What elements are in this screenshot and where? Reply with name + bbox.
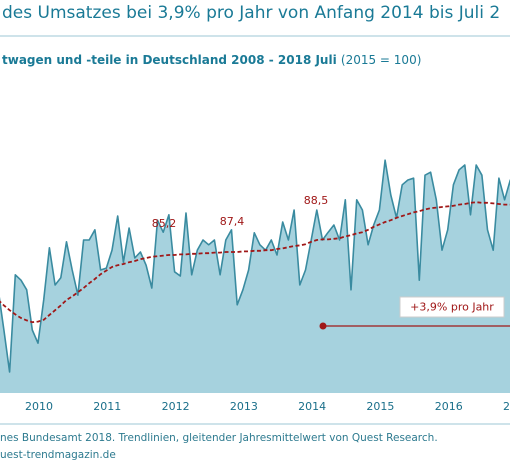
x-tick-label: 2013 [230,400,258,413]
data-line [0,159,510,373]
x-tick-label: 2010 [25,400,53,413]
x-tick-label: 2011 [93,400,121,413]
footer-url: uest-trendmagazin.de [0,449,116,461]
x-tick-label: 2014 [298,400,326,413]
x-tick-label: 2012 [162,400,190,413]
chart-title: des Umsatzes bei 3,9% pro Jahr von Anfan… [2,3,500,23]
growth-box [399,296,505,318]
plot: 2010 2011 2012 2013 2014 2015 2016 2 85,2 87,4 88,… [0,159,510,413]
annotation: 85,2 [152,217,177,230]
subtitle-main: twagen und -teile in Deutschland 2008 - … [2,53,337,67]
growth-start [319,322,327,330]
area [0,160,510,393]
annotation: 88,5 [304,194,329,207]
x-tick-label: 2015 [366,400,394,413]
growth-label: +3,9% pro Jahr [410,301,494,314]
trend-line [0,201,510,324]
x-tick-label: 2016 [435,400,463,413]
footer-source: nes Bundesamt 2018. Trendlinien, gleiten… [0,432,438,444]
annotation: 87,4 [220,215,245,228]
subtitle: twagen und -teile in Deutschland 2008 - … [2,53,421,67]
x-tick-label: 2 [503,400,510,413]
subtitle-note: (2015 = 100) [341,53,422,67]
